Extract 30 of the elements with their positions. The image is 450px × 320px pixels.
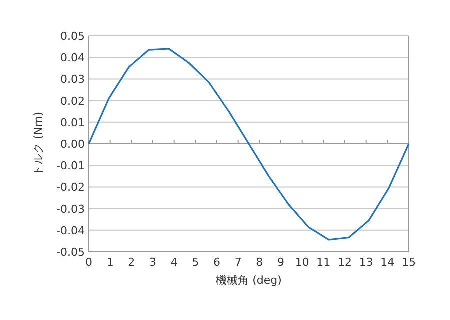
- y-tick-label: -0.04: [56, 224, 85, 238]
- y-tick-label: 0.05: [60, 30, 85, 43]
- x-tick-label: 6: [214, 256, 220, 269]
- line-series: [88, 48, 410, 241]
- x-tick-label: 4: [170, 256, 178, 269]
- x-tick-label: 15: [402, 256, 416, 269]
- x-tick-label: 8: [256, 256, 264, 269]
- x-tick-label: 13: [359, 256, 374, 269]
- x-tick-label: 11: [316, 256, 331, 269]
- x-tick-label: 3: [150, 256, 156, 269]
- y-tick-label: 0.02: [60, 94, 85, 108]
- x-tick-label: 5: [192, 256, 200, 269]
- y-tick-label: -0.01: [56, 160, 85, 173]
- x-tick-label: 10: [295, 256, 310, 269]
- x-tick-label: 7: [234, 256, 242, 269]
- x-tick-label: 9: [278, 256, 284, 269]
- x-tick-label: 14: [380, 256, 395, 269]
- x-tick-label: 0: [86, 256, 92, 269]
- y-tick-label: 0.03: [60, 73, 85, 86]
- y-tick-label: 0.00: [60, 138, 85, 151]
- y-tick-label: -0.05: [56, 246, 85, 259]
- y-tick-label: -0.03: [56, 202, 85, 216]
- x-tick-label: 1: [106, 256, 114, 269]
- x-axis-title: 機械角 (deg): [216, 274, 282, 287]
- y-axis-title: トルク (Nm): [32, 112, 45, 176]
- x-tick-label: 12: [338, 256, 352, 269]
- y-tick-label: -0.02: [56, 181, 85, 194]
- y-tick-label: 0.04: [60, 52, 85, 65]
- x-tick-label: 2: [128, 256, 136, 269]
- y-tick-label: 0.01: [60, 116, 85, 130]
